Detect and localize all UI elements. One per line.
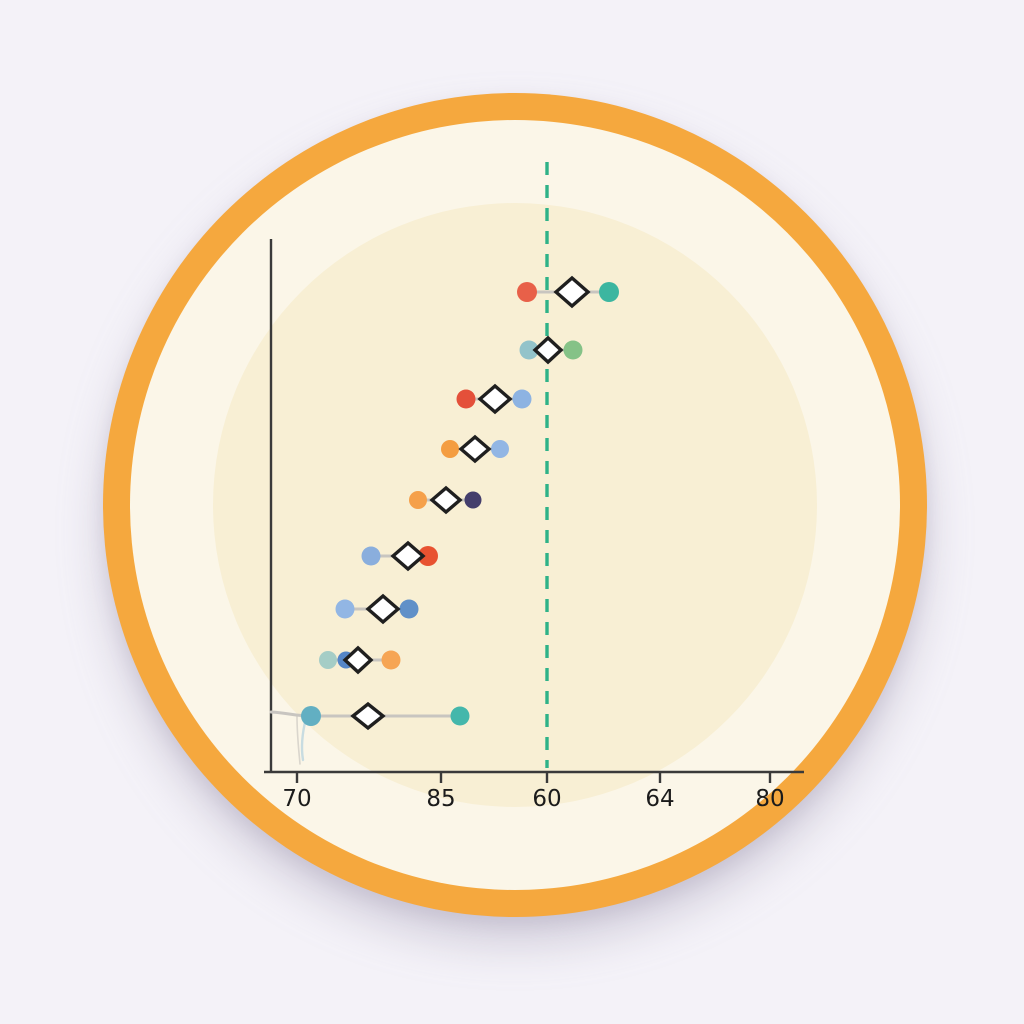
data-dot (599, 282, 619, 302)
data-dot (319, 651, 337, 669)
summary-diamond (365, 593, 401, 625)
watercolor-drip (296, 715, 301, 765)
tick-label: 80 (755, 786, 784, 812)
data-dot (456, 389, 476, 409)
tick-label: 64 (645, 786, 674, 812)
data-dot (464, 491, 482, 509)
data-dot (409, 491, 427, 509)
data-dot (301, 706, 321, 726)
badge-inner-glow (213, 203, 817, 807)
tick-label: 85 (426, 786, 455, 812)
data-dot (450, 706, 470, 726)
data-dot (563, 340, 583, 360)
data-dot (335, 599, 355, 619)
data-dot (381, 650, 401, 670)
data-dot (361, 546, 381, 566)
data-dot (441, 440, 459, 458)
data-dot (519, 340, 539, 360)
data-dot (399, 599, 419, 619)
summary-diamond (429, 485, 463, 515)
data-dot (517, 282, 537, 302)
summary-diamond (390, 540, 426, 572)
summary-diamond (477, 383, 513, 415)
tick-label: 70 (282, 786, 311, 812)
summary-diamond (458, 434, 492, 464)
watercolor-drip (300, 716, 308, 762)
summary-diamond (532, 335, 564, 365)
summary-diamond (342, 645, 374, 675)
summary-diamond (553, 275, 591, 309)
tick-label: 60 (532, 786, 561, 812)
summary-diamond (350, 701, 386, 731)
data-dot (418, 546, 438, 566)
data-dot (512, 389, 532, 409)
data-dot (491, 440, 509, 458)
